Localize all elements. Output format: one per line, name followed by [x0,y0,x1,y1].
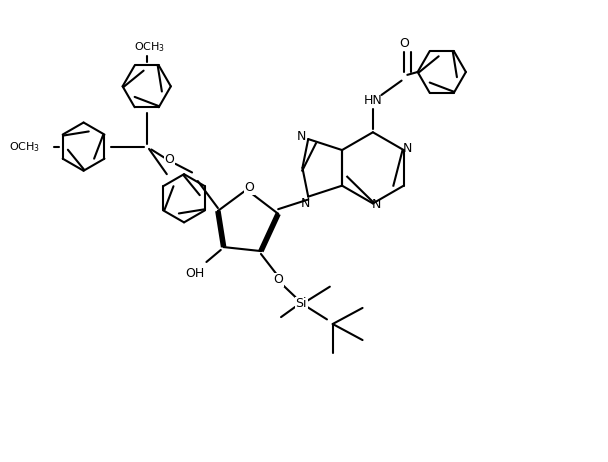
Text: OCH$_3$: OCH$_3$ [9,140,41,153]
Text: OCH$_3$: OCH$_3$ [134,40,165,54]
Text: N: N [301,197,310,210]
Text: N: N [297,130,306,143]
Text: Si: Si [295,298,307,310]
Text: O: O [165,153,174,166]
Text: O: O [399,37,409,50]
Text: OH: OH [185,267,204,280]
Text: N: N [402,142,412,155]
Text: O: O [244,182,254,195]
Text: HN: HN [364,94,382,107]
Text: O: O [273,274,283,286]
Text: N: N [371,198,381,211]
